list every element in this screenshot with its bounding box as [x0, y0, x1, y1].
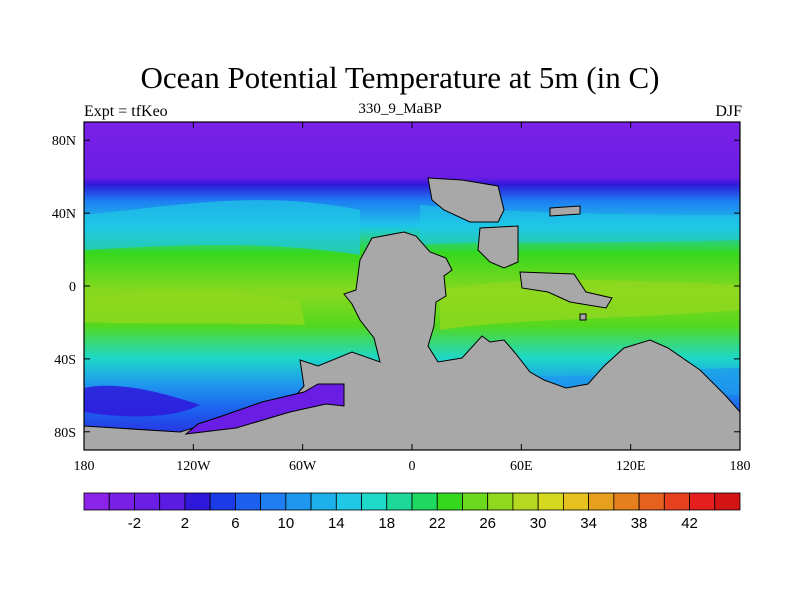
colorbar-swatch — [537, 492, 564, 511]
colorbar-swatch — [436, 492, 463, 511]
lon-tick-label: 0 — [409, 459, 416, 474]
colorbar-label: 2 — [181, 515, 189, 532]
colorbar-label: 14 — [328, 515, 345, 532]
land-tiny-island — [579, 313, 587, 321]
colorbar-label: 34 — [580, 515, 597, 532]
colorbar-label: 18 — [378, 515, 395, 532]
lon-tick-label: 60E — [510, 459, 533, 474]
colorbar-swatch — [285, 492, 312, 511]
lon-tick-label: 180 — [74, 459, 95, 474]
lat-tick-label: 80N — [52, 134, 76, 149]
colorbar-swatch — [310, 492, 337, 511]
colorbar-swatch — [663, 492, 690, 511]
colorbar-swatch — [613, 492, 640, 511]
colorbar-label: 22 — [429, 515, 446, 532]
lon-tick-label: 180 — [730, 459, 751, 474]
season-label: DJF — [715, 103, 742, 120]
colorbar-swatch — [83, 492, 110, 511]
colorbar-swatch — [462, 492, 489, 511]
colorbar-swatch — [134, 492, 161, 511]
map-title: Ocean Potential Temperature at 5m (in C) — [140, 60, 660, 95]
lon-tick-label: 60W — [289, 459, 317, 474]
cold-south-pacific — [84, 385, 200, 417]
colorbar-swatch — [108, 492, 135, 511]
colorbar-swatch — [689, 492, 716, 511]
land-northern-block — [427, 177, 505, 223]
colorbar-swatch — [487, 492, 514, 511]
colorbar-swatch — [386, 492, 413, 511]
land-eastern-islands — [477, 225, 519, 269]
colorbar-swatch — [335, 492, 362, 511]
colorbar-swatch — [260, 492, 287, 511]
warm-band-pacific — [84, 293, 305, 325]
colorbar-swatch — [562, 492, 590, 511]
lon-tick-label: 120W — [176, 459, 211, 474]
colorbar-swatch — [638, 492, 665, 511]
colorbar-label: 30 — [530, 515, 547, 532]
colorbar-label: 26 — [479, 515, 496, 532]
map-subtitle: 330_9_MaBP — [358, 101, 442, 117]
colorbar-swatch — [209, 492, 236, 511]
colorbar-labels: -2 2 6 10 14 18 22 26 30 34 38 42 — [128, 515, 698, 532]
southern-inlet-sea — [184, 383, 345, 435]
lon-tick-label: 120E — [616, 459, 646, 474]
map-panel — [84, 122, 740, 450]
cool-band-pacific — [84, 200, 360, 255]
land-small-island — [549, 205, 581, 217]
longitude-axis: 180 120W 60W 0 60E 120E 180 — [74, 122, 751, 474]
colorbar-swatch — [361, 492, 388, 511]
colorbar-label: 6 — [231, 515, 239, 532]
experiment-label: Expt = tfKeo — [84, 103, 168, 120]
lat-tick-label: 40S — [54, 353, 76, 368]
colorbar — [83, 492, 741, 511]
colorbar-swatch — [714, 492, 741, 511]
lat-tick-label: 0 — [69, 280, 76, 295]
land-pangea — [84, 231, 740, 450]
colorbar-swatch — [411, 492, 438, 511]
colorbar-swatch — [512, 492, 539, 511]
latitude-axis: 80N 40N 0 40S 80S — [52, 134, 740, 441]
colorbar-label: 42 — [681, 515, 698, 532]
lat-tick-label: 40N — [52, 207, 76, 222]
colorbar-label: -2 — [128, 515, 141, 532]
colorbar-swatch — [234, 492, 262, 511]
colorbar-label: 38 — [631, 515, 648, 532]
colorbar-swatch — [159, 492, 186, 511]
colorbar-label: 10 — [278, 515, 295, 532]
colorbar-swatch — [184, 492, 211, 511]
colorbar-swatch — [588, 492, 615, 511]
land-tethys-arc — [519, 271, 613, 309]
lat-tick-label: 80S — [54, 426, 76, 441]
